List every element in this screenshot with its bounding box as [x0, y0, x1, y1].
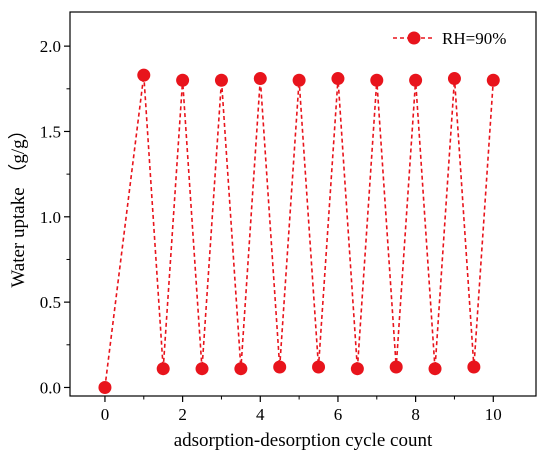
data-point — [312, 360, 326, 374]
y-tick-label: 1.0 — [40, 208, 61, 227]
y-tick-label: 2.0 — [40, 37, 61, 56]
legend: RH=90% — [393, 29, 506, 48]
series-layer — [98, 68, 500, 394]
data-point — [273, 360, 287, 374]
data-point — [467, 360, 481, 374]
x-tick-label: 6 — [334, 405, 343, 424]
data-point — [137, 68, 151, 82]
series-line — [104, 75, 495, 388]
data-point — [214, 73, 228, 87]
data-point — [486, 73, 500, 87]
x-tick-label: 10 — [485, 405, 502, 424]
x-axis-title: adsorption-desorption cycle count — [174, 430, 433, 451]
y-tick-label: 0.5 — [40, 293, 61, 312]
data-point — [370, 73, 384, 87]
data-point — [98, 380, 112, 394]
data-point — [195, 362, 209, 376]
legend-marker — [407, 31, 421, 45]
y-tick-label: 0.0 — [40, 378, 61, 397]
data-point — [234, 362, 248, 376]
data-point — [428, 362, 442, 376]
axis-ticks: 0 2 4 6 8 10 0.0 0.5 1.0 1.5 2.0 — [40, 37, 502, 424]
legend-label: RH=90% — [442, 29, 506, 48]
x-tick-label: 4 — [256, 405, 265, 424]
data-point — [447, 72, 461, 86]
x-tick-label: 8 — [411, 405, 420, 424]
data-point — [176, 73, 190, 87]
data-point — [331, 72, 345, 86]
data-point — [156, 362, 170, 376]
data-point — [389, 360, 403, 374]
data-point — [292, 73, 306, 87]
y-axis-title: Water uptake （g/g） — [7, 120, 29, 287]
x-tick-label: 2 — [178, 405, 187, 424]
data-point — [409, 73, 423, 87]
plot-frame — [69, 11, 537, 397]
data-point — [253, 72, 267, 86]
x-tick-label: 0 — [101, 405, 110, 424]
y-tick-label: 1.5 — [40, 122, 61, 141]
data-point — [350, 362, 364, 376]
